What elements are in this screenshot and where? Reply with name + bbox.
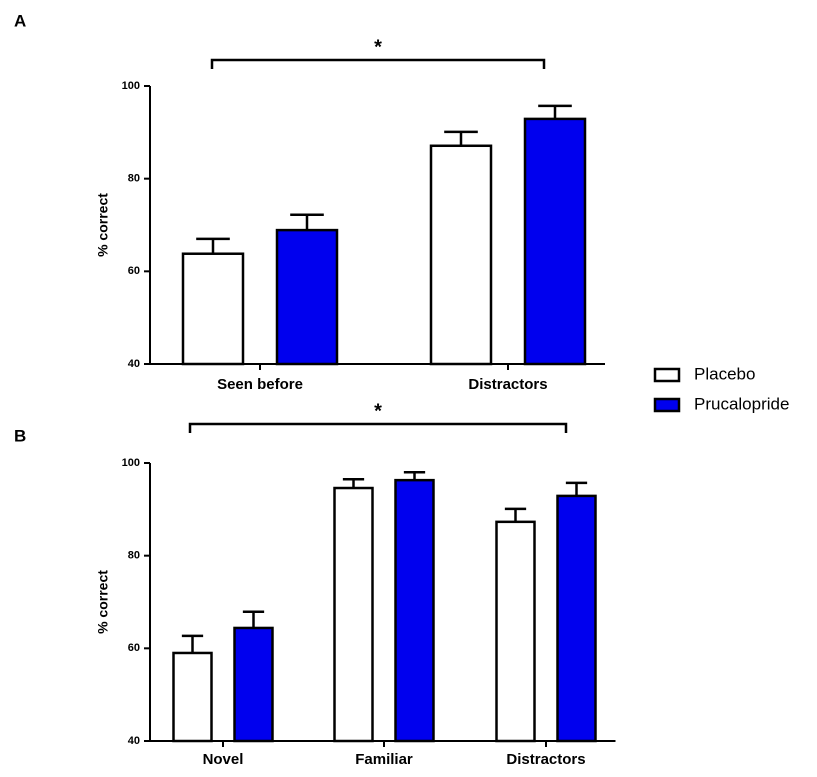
significance-bracket <box>210 58 546 69</box>
y-tick-label: 80 <box>128 550 140 562</box>
y-tick-label: 80 <box>128 173 140 185</box>
bar <box>275 228 339 366</box>
y-tick-label: 60 <box>128 642 140 654</box>
error-bar <box>196 237 230 254</box>
x-tick-label: Distractors <box>506 751 585 768</box>
bar <box>495 520 536 743</box>
y-tick-label: 40 <box>128 358 140 370</box>
significance-star: * <box>374 36 382 58</box>
error-bar <box>565 481 588 496</box>
y-tick-label: 100 <box>122 457 140 469</box>
bar <box>233 626 274 743</box>
x-tick-label: Novel <box>203 751 244 768</box>
y-axis-label: % correct <box>95 193 111 257</box>
bar <box>394 478 435 743</box>
legend-swatch <box>653 397 681 413</box>
bar <box>556 494 597 743</box>
legend-swatch <box>653 367 681 383</box>
x-tick-label: Seen before <box>217 376 303 393</box>
legend-label: Placebo <box>694 364 755 383</box>
error-bar <box>444 130 478 146</box>
bar <box>172 651 213 743</box>
error-bar <box>290 213 324 231</box>
legend-label: Prucalopride <box>694 394 789 413</box>
error-bar <box>538 104 572 119</box>
y-axis-label: % correct <box>95 570 111 634</box>
bar <box>429 144 493 366</box>
panel-label: B <box>14 426 26 445</box>
error-bar <box>181 634 204 653</box>
error-bar <box>242 610 265 628</box>
y-tick-label: 100 <box>122 80 140 92</box>
x-tick-label: Familiar <box>355 751 413 768</box>
bar <box>333 486 374 743</box>
x-tick-label: Distractors <box>468 376 547 393</box>
significance-bracket <box>188 422 568 433</box>
y-tick-label: 40 <box>128 735 140 747</box>
significance-star: * <box>374 400 382 422</box>
bar <box>523 117 587 366</box>
panel-label: A <box>14 11 26 30</box>
error-bar <box>342 477 365 489</box>
error-bar <box>403 471 426 481</box>
error-bar <box>504 507 527 522</box>
y-tick-label: 60 <box>128 265 140 277</box>
bar <box>181 252 245 366</box>
